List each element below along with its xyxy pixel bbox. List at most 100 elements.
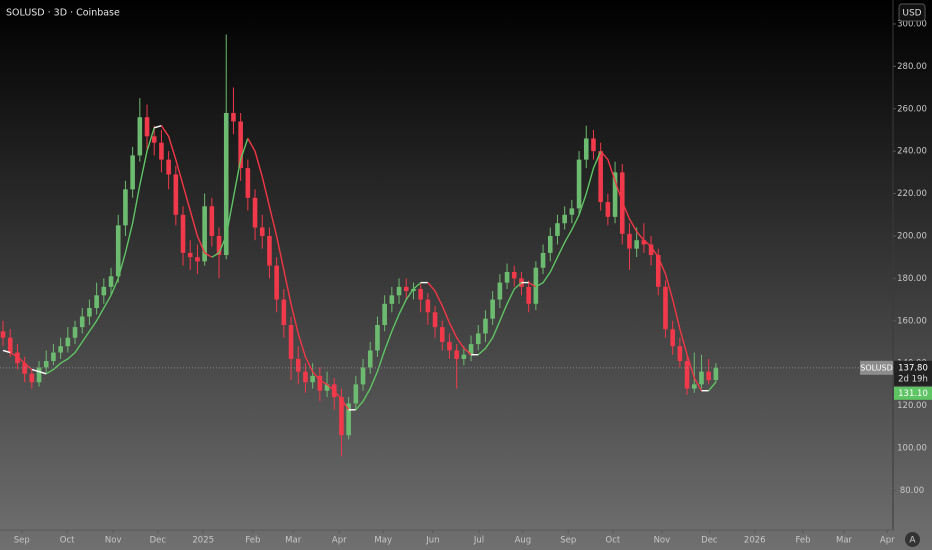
y-tick-label: 220.00 [897, 189, 927, 199]
currency-button[interactable] [898, 3, 926, 22]
x-tick-label: Jun [425, 536, 439, 546]
candle-body [634, 240, 639, 249]
candle-body [583, 138, 589, 160]
x-tick-label: Oct [606, 536, 621, 546]
auto-scale-label[interactable]: A [909, 536, 916, 546]
countdown-label: 2d 19h [898, 374, 928, 384]
candle-body [281, 299, 287, 325]
candle-body [511, 271, 517, 279]
candle-body [130, 155, 135, 190]
candle-body [15, 352, 20, 364]
candle-body [360, 367, 366, 385]
candle-body [663, 286, 668, 330]
candle-body [504, 271, 510, 283]
candle-body [252, 197, 258, 228]
moving-average [2, 349, 11, 354]
candle-body [144, 117, 150, 137]
y-tick-label: 240.00 [897, 147, 927, 157]
x-tick-label: Feb [245, 536, 260, 546]
moving-average [154, 125, 162, 129]
candle-body [65, 337, 71, 347]
y-tick-label: 180.00 [897, 274, 927, 284]
y-tick-label: 160.00 [897, 316, 927, 326]
y-tick-label: 80.00 [900, 486, 924, 496]
candle-body [418, 288, 423, 300]
candle-body [209, 206, 215, 236]
symbol-label: SOLUSD [860, 363, 893, 372]
moving-average [9, 351, 33, 371]
x-tick-label: Aug [515, 536, 532, 546]
candle-body [526, 286, 531, 304]
moving-average [355, 282, 422, 411]
x-tick-label: Mar [285, 536, 302, 546]
candle-body [303, 371, 308, 383]
y-tick-label: 280.00 [897, 62, 927, 72]
candle-body [115, 225, 121, 277]
x-tick-label: Sep [14, 536, 30, 546]
candle-body [576, 159, 582, 209]
candle-body [533, 267, 539, 304]
candle-body [288, 324, 294, 359]
candle-body [36, 367, 42, 383]
candle-body [259, 227, 265, 236]
x-tick-label: Dec [701, 536, 718, 546]
x-tick-label: 2025 [192, 536, 214, 546]
candle-body [267, 235, 272, 266]
last-price-tag [894, 360, 932, 386]
x-tick-label: Oct [60, 536, 75, 546]
candle-body [339, 397, 344, 436]
candle-body [367, 350, 373, 368]
candle-body [490, 299, 495, 319]
moving-average [535, 150, 602, 288]
candle-body [101, 286, 107, 296]
candle-body [684, 361, 690, 389]
candle-body [605, 202, 611, 217]
candle-body [691, 384, 697, 389]
candle-body [0, 331, 6, 338]
candle-body [375, 324, 380, 351]
x-tick-label: May [374, 536, 392, 546]
moving-average [247, 138, 350, 411]
candle-body [439, 327, 445, 342]
candle-body [7, 337, 13, 353]
candle-body [51, 352, 56, 362]
candle-body [648, 244, 654, 256]
candle-body [346, 403, 351, 436]
x-tick-label: Dec [150, 536, 167, 546]
auto-scale-button[interactable] [905, 532, 920, 547]
moving-average [31, 368, 47, 375]
currency-label[interactable]: USD [902, 9, 921, 19]
moving-average [600, 150, 703, 392]
candle-body [425, 299, 431, 313]
x-tick-label: Sep [560, 536, 576, 546]
candle-body [43, 361, 49, 368]
candle-body [396, 286, 402, 296]
candle-body [447, 341, 452, 351]
x-tick-label: 2026 [744, 536, 766, 546]
moving-average [477, 282, 522, 356]
y-tick-label: 260.00 [897, 104, 927, 114]
candle-body [555, 223, 560, 236]
candle-body [389, 295, 395, 304]
candle-body [497, 282, 503, 300]
candle-body [29, 373, 35, 383]
candle-body [403, 286, 409, 292]
candle-body [58, 346, 63, 353]
y-tick-label: 100.00 [897, 443, 927, 453]
candle-body [641, 240, 647, 245]
moving-average [211, 138, 249, 258]
symbol-tag [860, 360, 893, 375]
y-tick-label: 300.00 [897, 19, 927, 29]
candle-body [324, 384, 330, 391]
candle-body [591, 138, 596, 152]
candle-body [670, 329, 675, 347]
candle-body [598, 151, 603, 203]
ma-label: 131.10 [898, 389, 928, 399]
candle-body [699, 371, 704, 385]
candle-body [461, 354, 467, 359]
candle-body [569, 208, 575, 215]
candle-body [137, 117, 143, 156]
candle-body [274, 265, 279, 300]
